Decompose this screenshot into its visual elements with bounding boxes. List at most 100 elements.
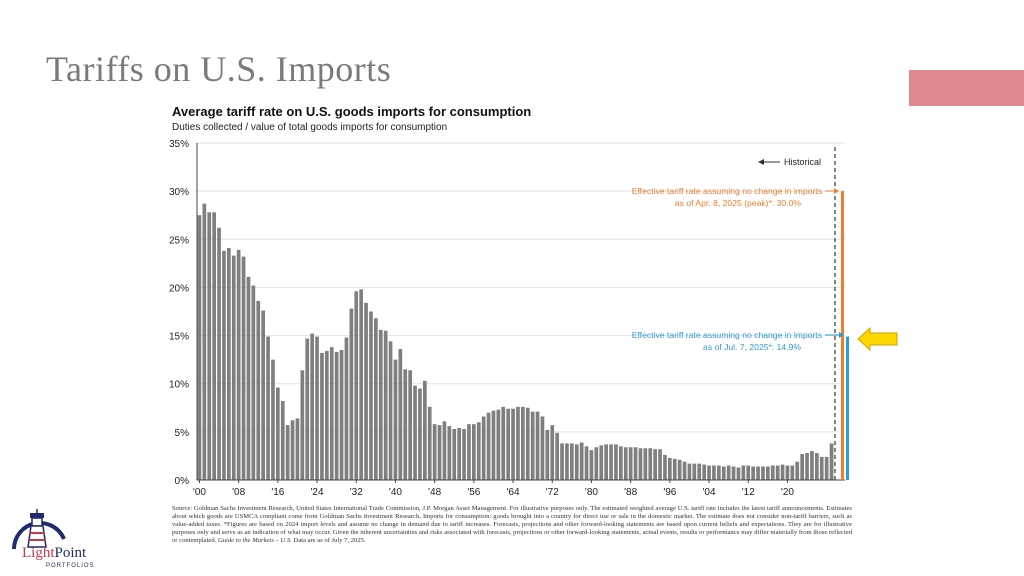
bar [712, 465, 716, 480]
bar [761, 466, 765, 480]
bar [648, 448, 653, 480]
bar [217, 227, 221, 480]
bar [369, 311, 373, 480]
x-tick-label: '32 [350, 487, 363, 498]
bar [731, 466, 736, 480]
bar [491, 410, 496, 480]
chart-subtitle: Duties collected / value of total goods … [172, 122, 448, 133]
chart-title: Average tariff rate on U.S. goods import… [172, 104, 532, 119]
bar [344, 337, 349, 480]
bar [481, 416, 486, 480]
bar [388, 341, 393, 480]
bar [325, 350, 329, 480]
y-tick-label: 25% [169, 235, 189, 246]
bar [756, 466, 760, 480]
bar [418, 388, 422, 480]
bar [442, 421, 447, 480]
bar [805, 453, 809, 480]
bar [501, 406, 506, 480]
x-tick-label: '80 [585, 487, 598, 498]
bar [496, 409, 501, 480]
bar [476, 422, 481, 480]
bar [619, 446, 623, 480]
bar [383, 330, 388, 480]
bar [775, 465, 780, 480]
bar [746, 465, 751, 480]
bar [349, 308, 354, 480]
bar [530, 411, 535, 480]
bar [785, 465, 790, 480]
bar [736, 467, 741, 480]
bar [364, 302, 368, 480]
bar [638, 448, 643, 480]
bar [472, 424, 476, 480]
x-tick-label: '20 [781, 487, 794, 498]
scenario-label-line2: as of Apr. 8, 2025 (peak)*: 30.0% [675, 198, 801, 208]
bar [339, 350, 344, 480]
tariff-bar-chart: 0% 5% 10% 15% 20% 25% 30% 35% '00 '08 '16 '24 '32 '40… [169, 139, 849, 498]
slide-title: Tariffs on U.S. Imports [46, 49, 392, 89]
bar [726, 465, 731, 480]
scenario-label-line1: Effective tariff rate assuming no change… [632, 330, 822, 340]
bar [457, 428, 461, 480]
bar [285, 425, 290, 480]
x-tick-label: '40 [389, 487, 402, 498]
y-tick-label: 15% [169, 332, 189, 343]
bar [241, 256, 246, 480]
bar [570, 443, 574, 480]
logo-part2: Point [54, 545, 87, 561]
y-tick-label: 10% [169, 380, 189, 391]
bar [633, 447, 638, 480]
bar [486, 412, 491, 480]
scenario-pointer-head [834, 188, 839, 194]
y-tick-label: 35% [169, 139, 189, 150]
bar [261, 310, 265, 480]
bar [780, 464, 785, 480]
bar [795, 461, 800, 480]
bar [315, 336, 319, 480]
bar [672, 458, 677, 480]
bar [447, 426, 452, 480]
x-tick-label: '04 [703, 487, 716, 498]
bar [824, 456, 829, 480]
bar [766, 466, 770, 480]
bar [511, 408, 515, 480]
x-tick-label: '24 [311, 487, 324, 498]
bar [516, 406, 520, 480]
x-tick-label: '08 [232, 487, 245, 498]
bar [579, 442, 584, 480]
bar [614, 444, 618, 480]
left-arrow-icon [857, 327, 898, 351]
bar [717, 465, 721, 480]
bar [584, 446, 589, 480]
bar [810, 451, 814, 480]
x-tick-label: '64 [507, 487, 520, 498]
bar [506, 408, 510, 480]
bar [677, 459, 682, 480]
bar [663, 454, 667, 480]
bar [227, 247, 231, 480]
x-tick-label: '16 [271, 487, 284, 498]
bar [565, 443, 569, 480]
bar [555, 432, 559, 480]
x-tick-label: '72 [546, 487, 559, 498]
x-tick-label: '96 [663, 487, 676, 498]
bar [202, 203, 207, 480]
bar [320, 352, 324, 480]
x-tick-label: '12 [742, 487, 755, 498]
y-tick-label: 30% [169, 187, 189, 198]
bar [707, 465, 711, 480]
scenario-label-line1: Effective tariff rate assuming no change… [632, 186, 822, 196]
accent-bar [909, 70, 1024, 106]
bar [251, 285, 256, 480]
historical-arrow-head [758, 159, 764, 165]
bar [643, 448, 648, 480]
bar [197, 215, 202, 480]
x-tick-label: '88 [624, 487, 637, 498]
bar [423, 380, 427, 480]
bar [668, 457, 672, 480]
x-tick-label: '56 [467, 487, 480, 498]
bar [751, 466, 755, 480]
bar [790, 465, 795, 480]
logo-subtitle: PORTFOLIOS [46, 563, 95, 569]
